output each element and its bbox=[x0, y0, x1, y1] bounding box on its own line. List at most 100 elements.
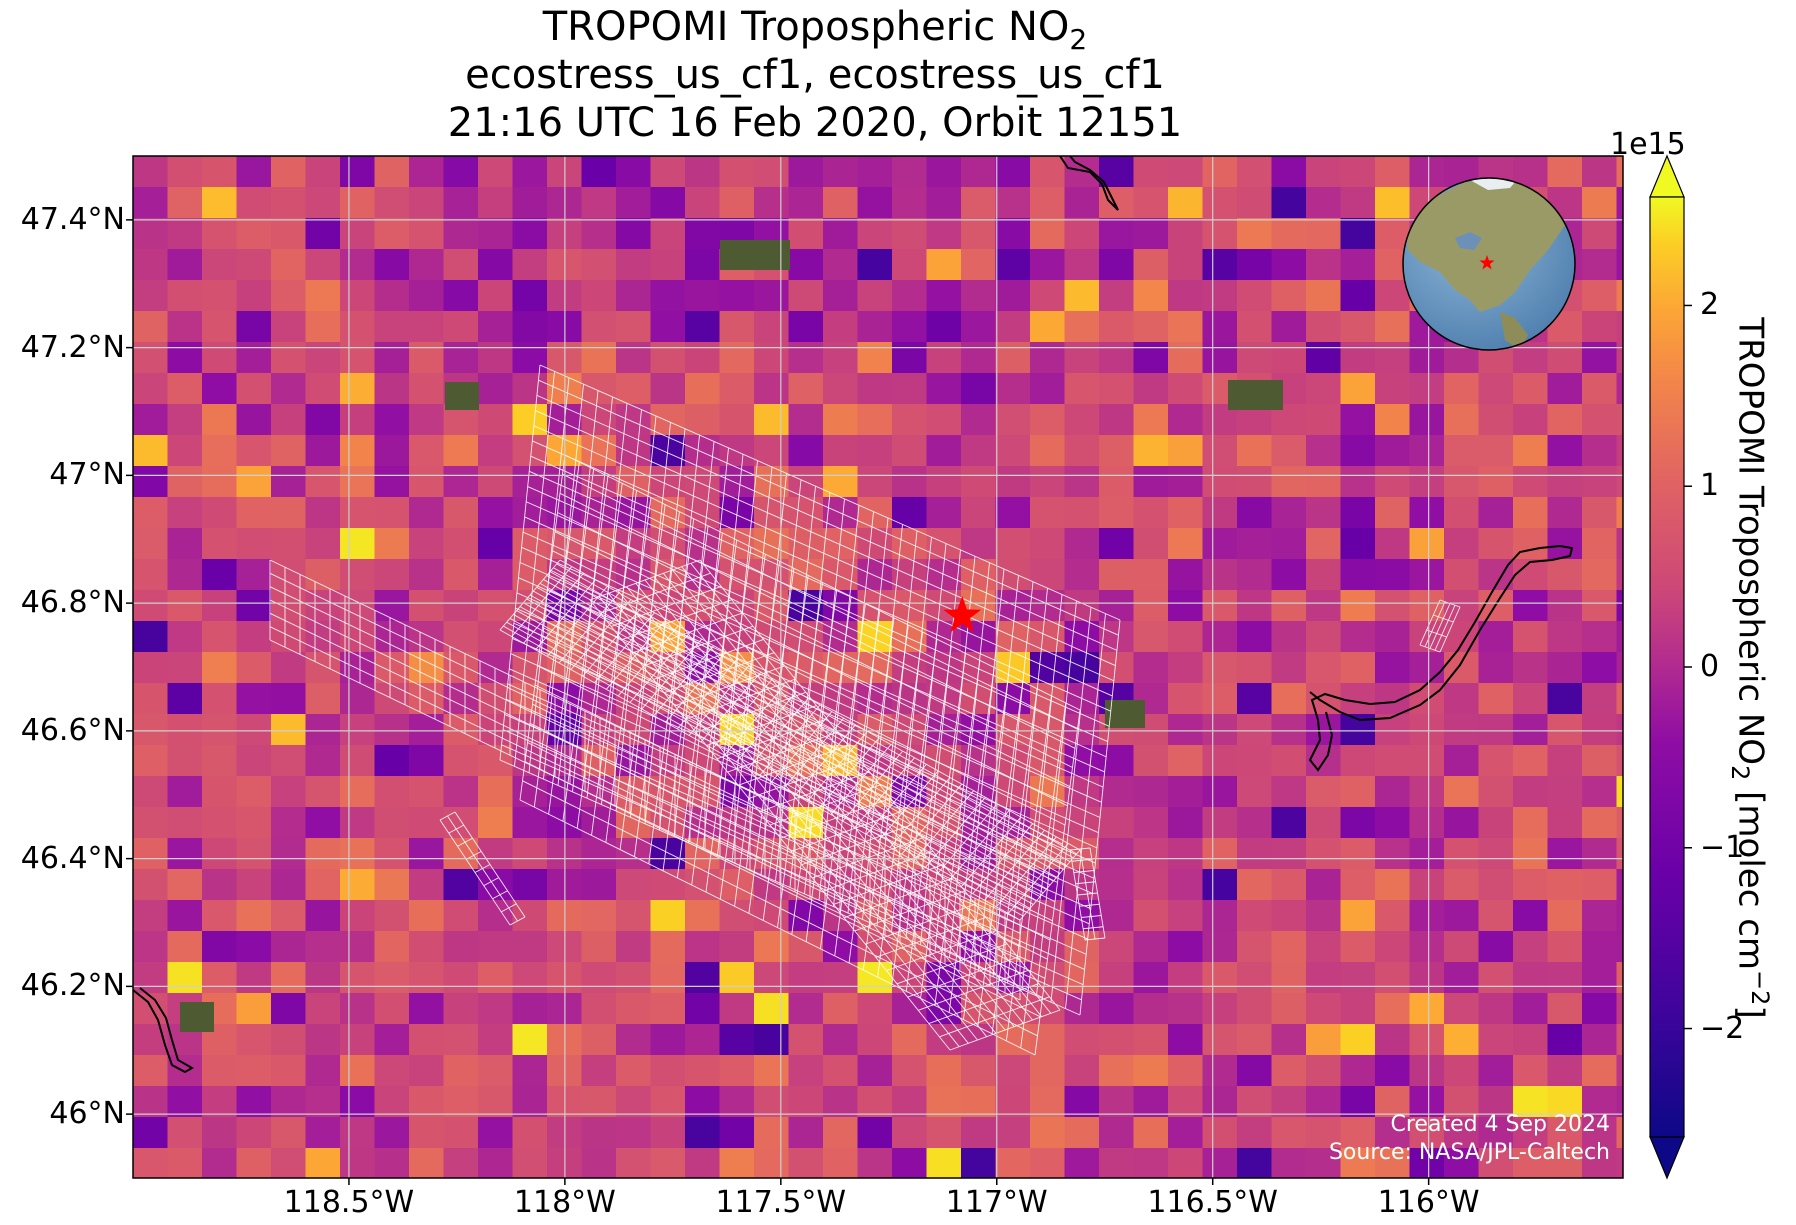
no2-cell bbox=[305, 1086, 341, 1118]
no2-cell bbox=[788, 1055, 824, 1087]
no2-cell bbox=[1168, 373, 1204, 405]
no2-cell bbox=[581, 869, 617, 901]
colorbar-label-unit: [molec cm bbox=[1730, 780, 1771, 971]
no2-cell bbox=[236, 497, 272, 529]
no2-cell bbox=[1616, 993, 1623, 1025]
no2-cell bbox=[236, 1055, 272, 1087]
no2-cell bbox=[685, 373, 721, 405]
no2-cell bbox=[1168, 838, 1204, 870]
no2-cell bbox=[961, 1117, 997, 1149]
no2-cell bbox=[1099, 218, 1135, 250]
footprint-line bbox=[269, 559, 1021, 921]
no2-cell bbox=[409, 249, 445, 281]
no2-cell bbox=[374, 218, 410, 250]
no2-cell bbox=[478, 559, 514, 591]
no2-cell bbox=[1409, 466, 1445, 498]
no2-cell bbox=[340, 404, 376, 436]
no2-cell bbox=[1202, 218, 1238, 250]
no2-cell bbox=[754, 1117, 790, 1149]
no2-cell bbox=[754, 1055, 790, 1087]
no2-cell bbox=[1616, 342, 1623, 374]
no2-cell bbox=[1306, 497, 1342, 529]
no2-cell bbox=[995, 373, 1031, 405]
no2-cell bbox=[1444, 714, 1480, 746]
no2-cell bbox=[1616, 869, 1623, 901]
no2-cell bbox=[1444, 900, 1480, 932]
no2-cell bbox=[857, 962, 893, 994]
no2-cell bbox=[857, 249, 893, 281]
no2-cell bbox=[133, 931, 169, 963]
no2-cell bbox=[1478, 404, 1514, 436]
no2-cell bbox=[1409, 993, 1445, 1025]
no2-cell bbox=[1030, 1117, 1066, 1149]
no2-cell bbox=[236, 869, 272, 901]
no2-cell bbox=[340, 1055, 376, 1087]
no2-cell bbox=[133, 435, 169, 467]
credit-source: Source: NASA/JPL-Caltech bbox=[1328, 1140, 1610, 1165]
no2-cell bbox=[650, 404, 686, 436]
no2-cell bbox=[1513, 342, 1549, 374]
no2-cell bbox=[340, 776, 376, 808]
no2-cell bbox=[133, 900, 169, 932]
no2-cell bbox=[1099, 280, 1135, 312]
no2-cell bbox=[1202, 838, 1238, 870]
no2-cell bbox=[478, 280, 514, 312]
no2-cell bbox=[926, 218, 962, 250]
no2-cell bbox=[1064, 621, 1100, 653]
no2-cell bbox=[1099, 497, 1135, 529]
no2-cell bbox=[1306, 249, 1342, 281]
no2-cell bbox=[961, 745, 997, 777]
no2-cell bbox=[823, 280, 859, 312]
no2-cell bbox=[512, 311, 548, 343]
no2-cell bbox=[719, 1055, 755, 1087]
no2-cell bbox=[167, 466, 203, 498]
no2-cell bbox=[1444, 497, 1480, 529]
no2-cell bbox=[340, 931, 376, 963]
no2-cell bbox=[1271, 497, 1307, 529]
no2-cell bbox=[1271, 1148, 1307, 1178]
footprint-line bbox=[269, 639, 1021, 1001]
no2-cell bbox=[478, 373, 514, 405]
no2-cell bbox=[1409, 1024, 1445, 1056]
no2-cell bbox=[823, 962, 859, 994]
no2-cell bbox=[374, 745, 410, 777]
no2-cell bbox=[271, 683, 307, 715]
no2-cell bbox=[961, 156, 997, 188]
no2-cell bbox=[961, 311, 997, 343]
no2-cell bbox=[1478, 683, 1514, 715]
no2-cell bbox=[1271, 962, 1307, 994]
no2-cell bbox=[1616, 1086, 1623, 1118]
colorbar-gradient bbox=[1649, 196, 1685, 1138]
no2-cell bbox=[305, 1055, 341, 1087]
no2-cell bbox=[512, 962, 548, 994]
no2-cell bbox=[236, 900, 272, 932]
no2-cell bbox=[305, 590, 341, 622]
no2-cell bbox=[754, 187, 790, 219]
no2-cell bbox=[1237, 466, 1273, 498]
no2-cell bbox=[443, 187, 479, 219]
no2-cell bbox=[374, 900, 410, 932]
no2-cell bbox=[1444, 466, 1480, 498]
no2-cell bbox=[478, 249, 514, 281]
footprint-line bbox=[562, 473, 1078, 730]
no2-cell bbox=[1099, 466, 1135, 498]
no2-cell bbox=[892, 1024, 928, 1056]
river-outlines bbox=[133, 156, 1574, 1074]
no2-cell bbox=[1340, 497, 1376, 529]
lon-tick-label: 117°W bbox=[945, 1185, 1048, 1220]
no2-cell bbox=[1409, 714, 1445, 746]
no2-cell bbox=[823, 900, 859, 932]
no2-cell bbox=[961, 714, 997, 746]
no2-cell bbox=[236, 1148, 272, 1178]
no2-cell bbox=[305, 900, 341, 932]
no2-cell bbox=[1064, 497, 1100, 529]
no2-cell bbox=[685, 435, 721, 467]
no2-cell bbox=[1375, 652, 1411, 684]
footprint-line bbox=[557, 512, 1073, 768]
no2-cell bbox=[1168, 1024, 1204, 1056]
no2-cell bbox=[133, 249, 169, 281]
no2-cell bbox=[409, 962, 445, 994]
lat-tick-label: 46°N bbox=[49, 1096, 125, 1132]
no2-cell bbox=[202, 652, 238, 684]
no2-cell bbox=[409, 373, 445, 405]
